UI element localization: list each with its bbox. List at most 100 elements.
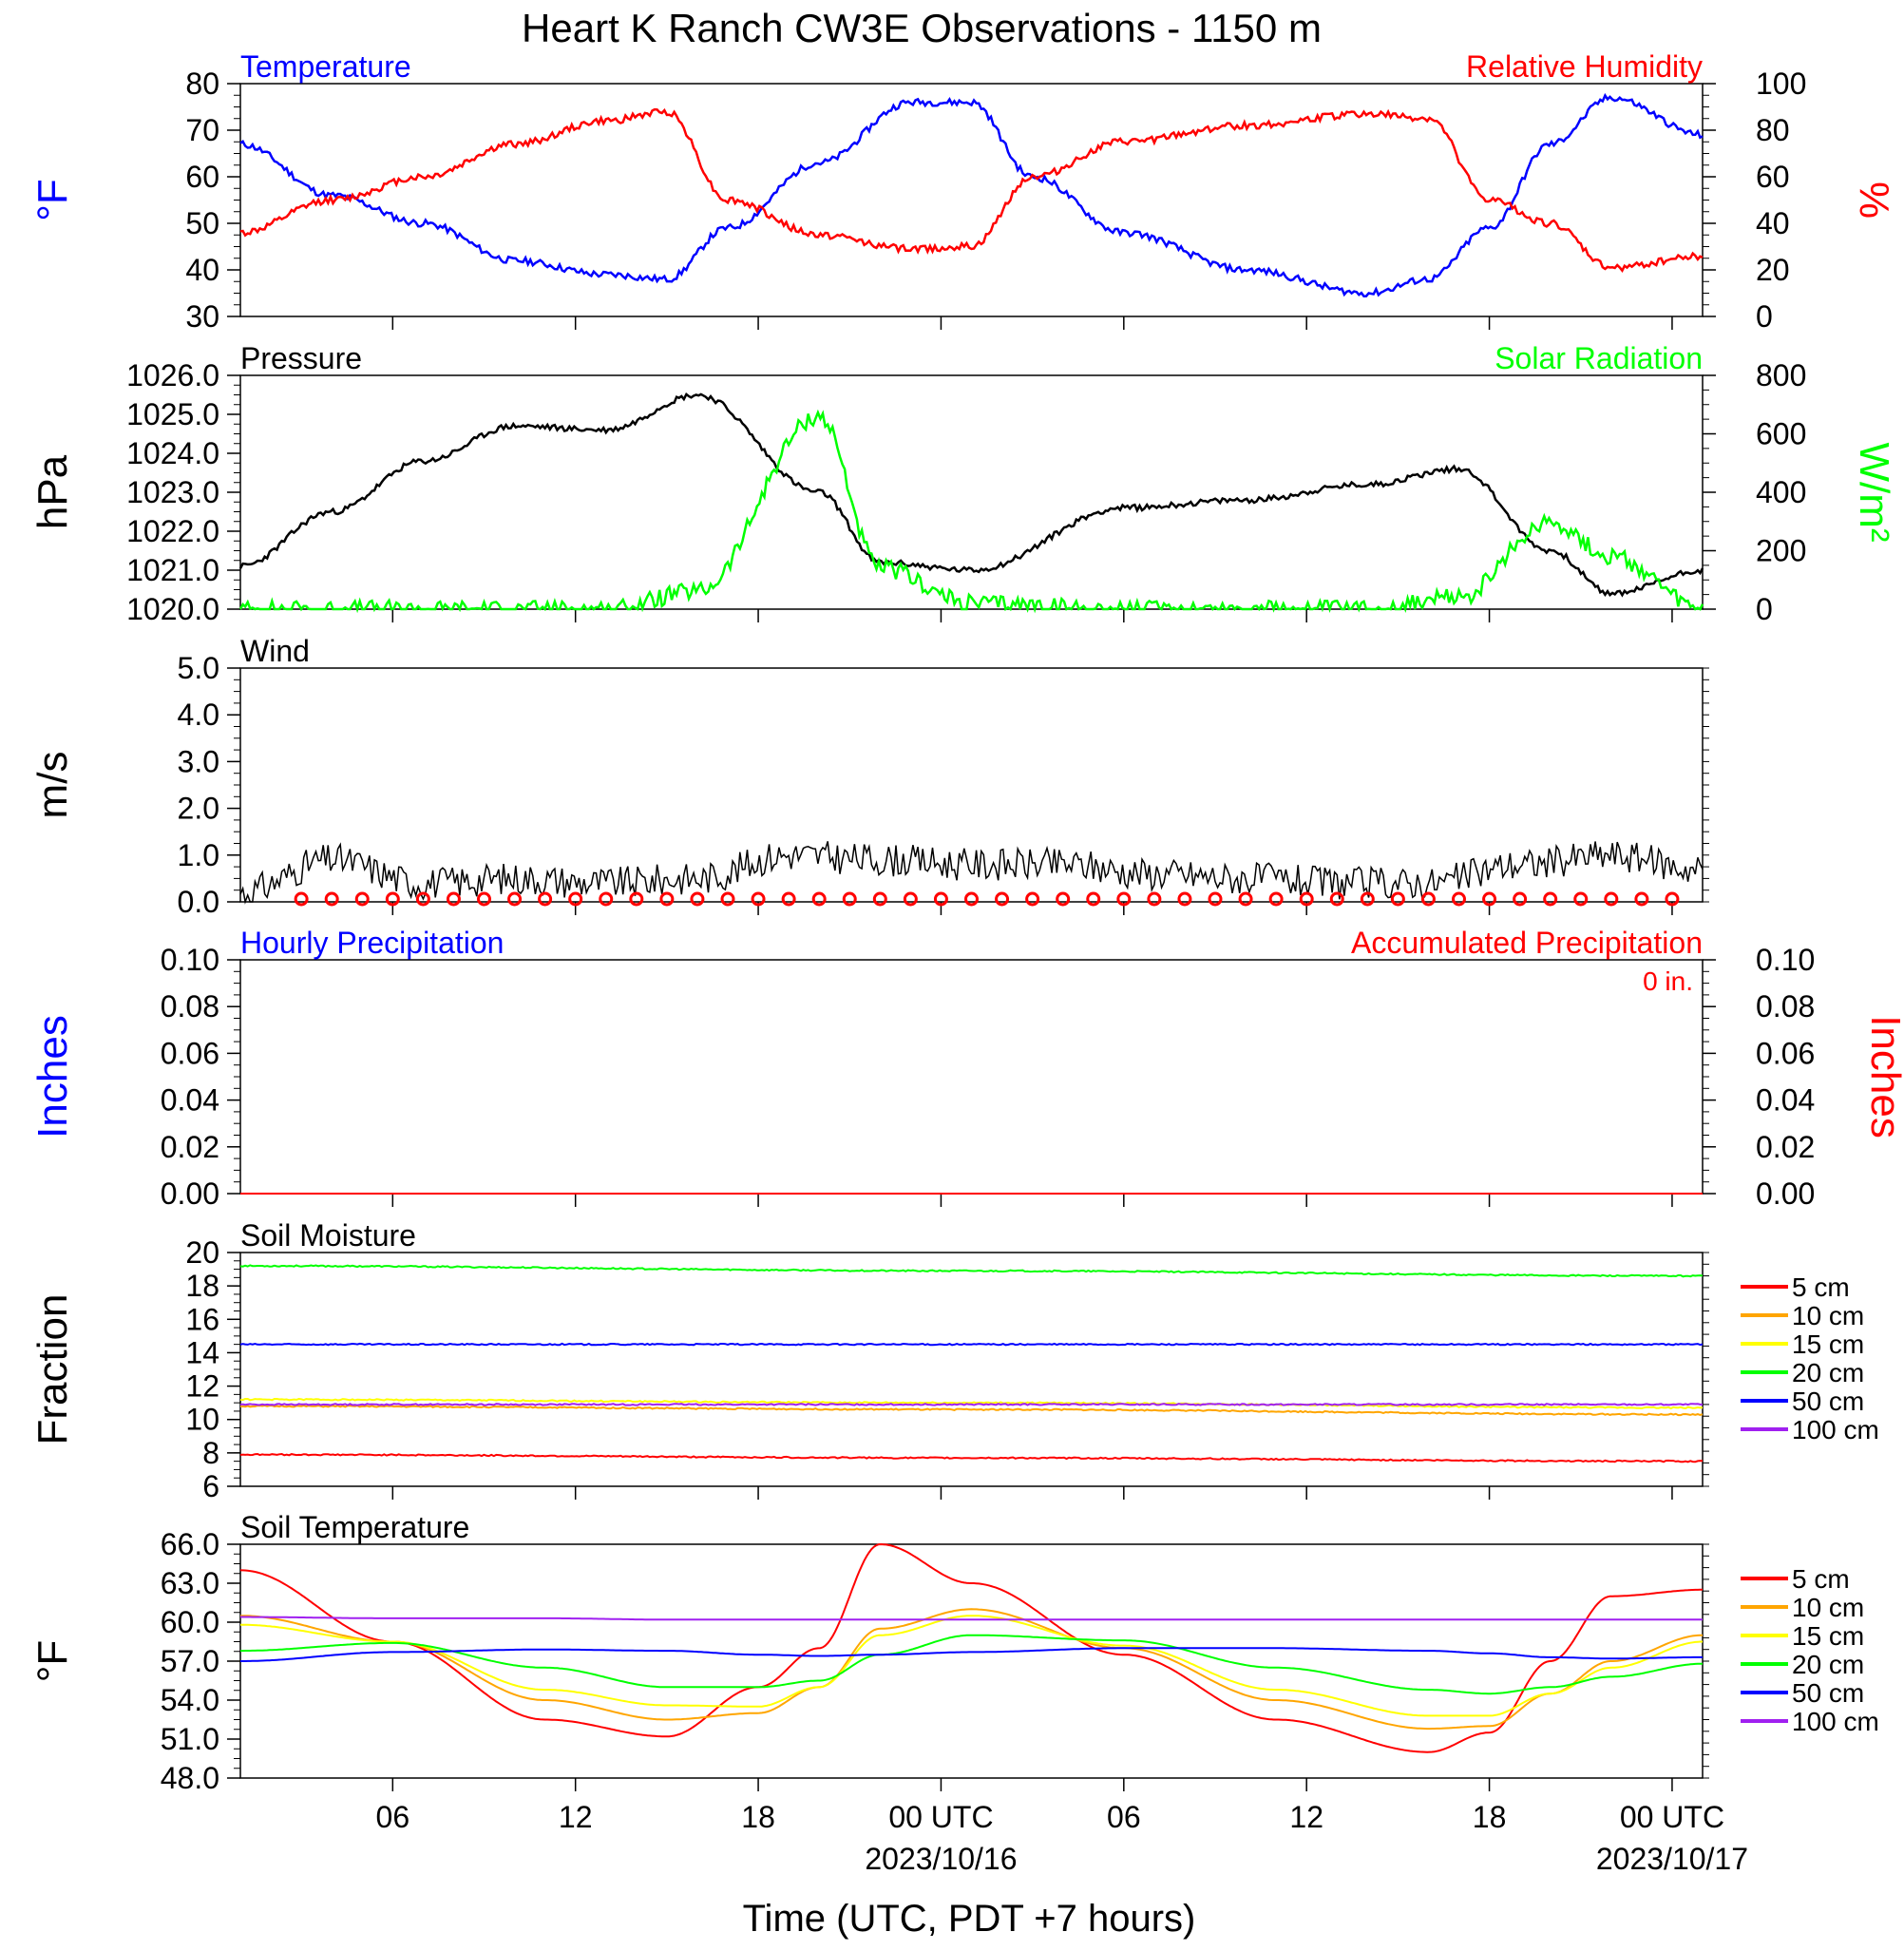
y2-tick-label: 800: [1756, 358, 1806, 392]
panel-title-left: Soil Temperature: [240, 1510, 469, 1544]
wind-barb-marker: [1238, 891, 1253, 907]
x-tick-label: 18: [1473, 1800, 1507, 1834]
y-tick-label: 0.06: [161, 1036, 219, 1070]
y-tick-label: 3.0: [178, 744, 219, 778]
panel-frame: [239, 1252, 1704, 1487]
y-tick-label: 80: [185, 67, 219, 101]
soil-temp-20cm: [240, 1634, 1704, 1695]
x-axis-label: Time (UTC, PDT +7 hours): [743, 1898, 1196, 1940]
wind-barb-marker: [415, 891, 430, 907]
y2-axis-unit: W/m²: [1851, 442, 1897, 542]
y2-tick-label: 40: [1756, 206, 1790, 240]
wind-barb-marker: [294, 891, 309, 907]
wind-barb-marker: [1452, 891, 1466, 907]
legend-label: 10 cm: [1792, 1593, 1864, 1622]
wind-barb-marker: [1025, 891, 1040, 907]
y-axis-unit: Inches: [29, 1015, 76, 1138]
soil-temp-10cm: [240, 1608, 1703, 1731]
x-tick-label: 18: [741, 1800, 775, 1834]
wind-barb-marker: [1360, 891, 1375, 907]
y-tick-label: 54.0: [161, 1683, 219, 1717]
legend-label: 5 cm: [1792, 1564, 1850, 1594]
y2-tick-label: 0: [1756, 299, 1773, 334]
y-tick-label: 30: [185, 299, 219, 334]
y-tick-label: 1.0: [178, 838, 219, 872]
y-tick-label: 0.02: [161, 1130, 219, 1164]
panel-title-left: Temperature: [240, 49, 411, 84]
y-tick-label: 0.00: [161, 1176, 219, 1211]
wind-barb-marker: [811, 891, 827, 907]
y-tick-label: 57.0: [161, 1644, 219, 1678]
x-date-label: 2023/10/16: [865, 1842, 1017, 1876]
legend-label: 50 cm: [1792, 1387, 1864, 1416]
y-tick-label: 51.0: [161, 1722, 219, 1756]
wind-barb-marker: [659, 891, 675, 907]
y-tick-label: 1024.0: [126, 436, 219, 470]
y2-tick-label: 200: [1756, 534, 1806, 568]
x-tick-label: 06: [376, 1800, 410, 1834]
y-tick-label: 1022.0: [126, 514, 219, 548]
wind-barb-marker: [1543, 891, 1558, 907]
panel-frame: [239, 959, 1704, 1195]
y2-axis-unit: Inches: [1862, 1015, 1904, 1138]
temperature-line: [239, 92, 1704, 297]
wind-barb-marker: [842, 891, 857, 907]
wind-barb-marker: [1299, 891, 1314, 907]
y-tick-label: 0.0: [178, 885, 219, 919]
y-tick-label: 5.0: [178, 651, 219, 685]
y-tick-label: 1023.0: [126, 475, 219, 509]
y-axis-unit: hPa: [29, 454, 76, 529]
soil-temp-100cm: [240, 1616, 1703, 1621]
y-tick-label: 48.0: [161, 1761, 219, 1795]
wind-barb-marker: [751, 891, 766, 907]
y-axis-unit: Fraction: [29, 1294, 76, 1445]
y2-tick-label: 20: [1756, 253, 1790, 287]
soil-temp-50cm: [240, 1647, 1703, 1662]
y2-tick-label: 0: [1756, 592, 1773, 626]
y-tick-label: 6: [202, 1469, 219, 1503]
y-tick-label: 20: [185, 1235, 219, 1270]
y-tick-label: 1026.0: [126, 358, 219, 392]
y-tick-label: 1020.0: [126, 592, 219, 626]
wind-barb-marker: [872, 891, 887, 907]
pressure-line: [238, 392, 1704, 598]
y2-tick-label: 0.00: [1756, 1176, 1815, 1211]
wind-barb-marker: [933, 891, 948, 907]
y-tick-label: 1025.0: [126, 397, 219, 431]
wind-barb-marker: [324, 891, 339, 907]
y-axis-unit: m/s: [29, 752, 76, 819]
y2-axis-unit: %: [1851, 182, 1897, 219]
x-tick-label: 12: [559, 1800, 593, 1834]
y-tick-label: 10: [185, 1403, 219, 1437]
soil-moisture-10cm: [239, 1404, 1704, 1417]
wind-barb-marker: [1268, 891, 1284, 907]
y-tick-label: 16: [185, 1302, 219, 1336]
wind-barb-marker: [720, 891, 735, 907]
y-tick-label: 63.0: [161, 1566, 219, 1600]
legend-label: 10 cm: [1792, 1301, 1864, 1330]
soil-moisture-100cm: [239, 1403, 1703, 1406]
wind-barb-marker: [1482, 891, 1497, 907]
y2-tick-label: 0.04: [1756, 1083, 1815, 1118]
humidity-line: [239, 107, 1704, 273]
legend-label: 15 cm: [1792, 1621, 1864, 1651]
y-tick-label: 50: [185, 206, 219, 240]
y-tick-label: 60: [185, 160, 219, 194]
panel-title-right: Relative Humidity: [1466, 49, 1703, 84]
accumulated-total-label: 0 in.: [1643, 966, 1693, 996]
wind-barb-marker: [599, 891, 614, 907]
y-tick-label: 60.0: [161, 1605, 219, 1639]
wind-barb-marker: [1634, 891, 1649, 907]
y-tick-label: 0.08: [161, 989, 219, 1023]
y-axis-unit: °F: [29, 179, 76, 220]
panel-frame: [239, 83, 1704, 317]
wind-barb-marker: [507, 891, 523, 907]
wind-barb-marker: [1573, 891, 1589, 907]
y2-tick-label: 0.10: [1756, 943, 1815, 977]
y-tick-label: 14: [185, 1335, 219, 1369]
soil-moisture-20cm: [239, 1264, 1704, 1278]
y-tick-label: 70: [185, 113, 219, 147]
y-tick-label: 8: [202, 1436, 219, 1470]
legend-label: 20 cm: [1792, 1358, 1864, 1387]
y-tick-label: 40: [185, 253, 219, 287]
